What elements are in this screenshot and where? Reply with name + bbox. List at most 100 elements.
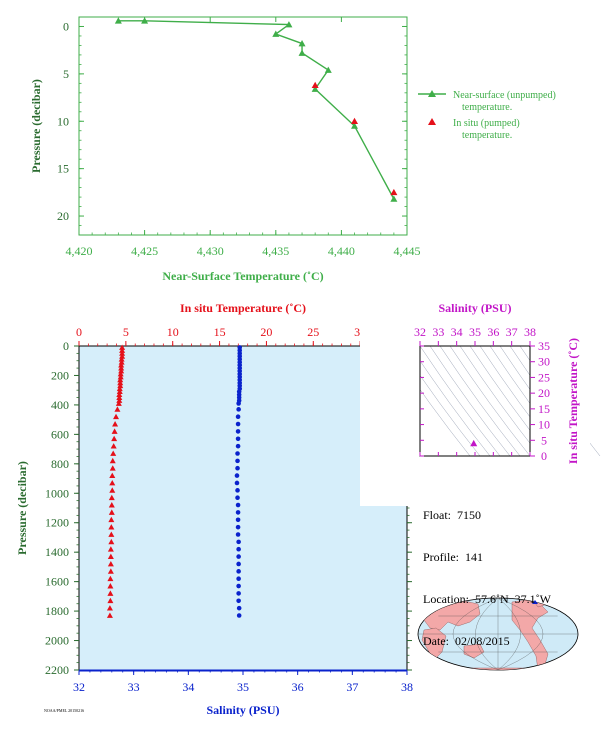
ts-x-tick-label: 33 (432, 325, 444, 339)
salinity-point (235, 429, 241, 434)
temp-axis-tick-label: 10 (167, 325, 179, 339)
legend-marker-in-situ (428, 118, 436, 125)
near-surface-legend: Near-surface (unpumped) temperature. In … (418, 90, 556, 141)
temperature-point (117, 382, 124, 389)
near-surface-x-tick-label: 4,435 (262, 244, 289, 258)
near-surface-point (311, 85, 319, 92)
temperature-point (118, 356, 125, 362)
ts-y-tick-label: 0 (541, 449, 547, 463)
temp-axis-tick-label: 20 (260, 325, 272, 339)
salinity-point (236, 539, 241, 545)
temperature-point (117, 379, 124, 386)
near-surface-y-tick-label: 5 (63, 67, 69, 81)
temp-axis-tick-label: 15 (214, 325, 226, 339)
ts-x-tick-label: 32 (414, 325, 426, 339)
location: Location: 57.6˚N 37.1˚W (423, 592, 551, 606)
ts-x-tick-label: 34 (451, 325, 463, 339)
near-surface-x-tick-label: 4,430 (197, 244, 224, 258)
temperature-point (106, 612, 113, 618)
temperature-point (107, 568, 114, 574)
map-land-antarctica (439, 667, 561, 670)
legend-marker-near-surface (428, 90, 436, 97)
ts-y-tick-label: 35 (538, 339, 550, 353)
near-surface-point (324, 66, 332, 73)
ts-x-tick-label: 36 (487, 325, 499, 339)
ts-x-tick-label: 38 (524, 325, 536, 339)
ts-density-contour (419, 345, 501, 457)
salinity-point (235, 488, 240, 493)
temperature-point (107, 597, 114, 604)
salinity-point (236, 583, 241, 589)
temperature-point (119, 344, 126, 350)
salinity-point (236, 554, 241, 559)
temperature-point (107, 590, 114, 596)
legend-label-in-situ-line1: In situ (pumped) (453, 118, 520, 129)
near-surface-x-tick-label: 4,440 (328, 244, 355, 258)
temperature-point (112, 421, 119, 427)
salinity-point (236, 613, 242, 618)
temperature-point (115, 400, 122, 406)
ts-point (470, 439, 478, 447)
temperature-point (117, 373, 124, 380)
temperature-point (107, 560, 114, 567)
temperature-point (118, 368, 125, 374)
pressure-axis-tick-label: 2000 (45, 634, 69, 648)
ts-contour-mask-left (360, 306, 420, 506)
temperature-point (109, 487, 116, 493)
near-surface-x-tick-label: 4,445 (394, 244, 421, 258)
temperature-point (118, 359, 125, 365)
salinity-point (235, 458, 240, 464)
pressure-axis-tick-label: 600 (51, 427, 69, 441)
pressure-axis-tick-label: 2200 (45, 663, 69, 677)
salinity-point (235, 421, 241, 427)
pressure-axis-tick-label: 400 (51, 398, 69, 412)
near-surface-point (285, 21, 293, 28)
ts-density-contour (429, 345, 511, 457)
temp-axis-tick-label: 0 (76, 325, 82, 339)
temperature-point (116, 397, 123, 403)
near-surface-y-tick-label: 15 (57, 162, 69, 176)
legend-label-near-surface-line2: temperature. (462, 102, 512, 113)
ts-x-tick-label: 37 (506, 325, 518, 339)
temperature-point (108, 502, 115, 508)
legend-label-in-situ-line2: temperature. (462, 130, 512, 141)
ts-y-tick-label: 10 (538, 418, 550, 432)
salinity-point (234, 473, 240, 478)
temperature-point (116, 391, 123, 397)
temperature-point (117, 376, 124, 383)
salinity-axis-tick-label: 35 (237, 680, 249, 694)
salinity-point (236, 401, 241, 406)
near-surface-point (114, 17, 122, 24)
deep-top-axis-label: In situ Temperature (˚C) (180, 301, 306, 315)
temperature-point (109, 465, 116, 471)
salinity-axis-tick-label: 32 (73, 680, 85, 694)
temperature-point (116, 394, 123, 400)
world-map (417, 597, 579, 671)
near-surface-y-tick-label: 20 (57, 209, 69, 223)
pressure-axis-tick-label: 200 (51, 368, 69, 382)
temp-axis-tick-label: 25 (307, 325, 319, 339)
ts-contour-mask-right (530, 306, 590, 506)
pressure-axis-tick-label: 0 (63, 339, 69, 353)
ts-density-contour (439, 345, 521, 457)
temperature-point (111, 428, 118, 434)
temperature-point (118, 362, 125, 368)
temperature-point (109, 472, 116, 478)
credit-stamp: NOAA/PMEL 20150216 (44, 708, 84, 713)
ts-density-contour (449, 345, 531, 457)
salinity-axis-tick-label: 37 (346, 680, 358, 694)
salinity-point (235, 465, 240, 471)
deep-profile-plot-area (78, 345, 408, 671)
ts-y-tick-label: 25 (538, 370, 550, 384)
salinity-point (235, 443, 241, 449)
map-float-location-marker (532, 600, 538, 604)
ts-y-tick-label: 15 (538, 402, 550, 416)
temperature-point (116, 388, 123, 395)
temperature-point (108, 531, 115, 537)
temperature-point (108, 524, 115, 530)
temperature-point (118, 365, 125, 371)
temperature-point (107, 583, 114, 589)
salinity-point (236, 598, 241, 604)
ts-y-tick-label: 30 (538, 355, 550, 369)
